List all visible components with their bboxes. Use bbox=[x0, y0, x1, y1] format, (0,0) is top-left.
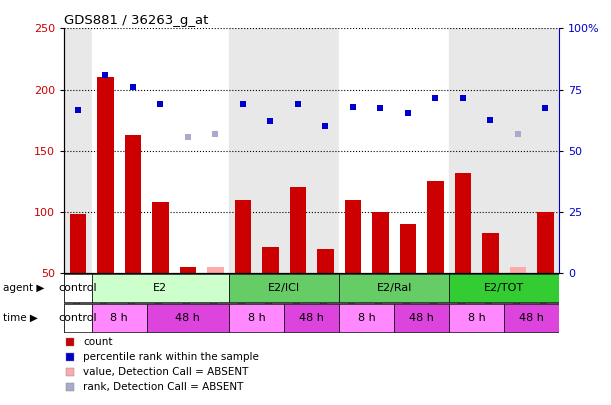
Text: control: control bbox=[59, 313, 97, 323]
Text: value, Detection Call = ABSENT: value, Detection Call = ABSENT bbox=[83, 367, 248, 377]
Bar bbox=[125, 135, 141, 273]
Text: 48 h: 48 h bbox=[175, 313, 200, 323]
Bar bbox=[229, 28, 339, 273]
Bar bbox=[92, 274, 229, 303]
Bar bbox=[152, 202, 169, 273]
Bar bbox=[97, 77, 114, 273]
Bar bbox=[317, 249, 334, 273]
Bar bbox=[147, 304, 229, 333]
Bar bbox=[510, 267, 526, 273]
Bar bbox=[64, 274, 92, 303]
Bar bbox=[235, 200, 251, 273]
Bar bbox=[482, 233, 499, 273]
Bar bbox=[284, 304, 339, 333]
Text: percentile rank within the sample: percentile rank within the sample bbox=[83, 352, 259, 362]
Text: 8 h: 8 h bbox=[467, 313, 486, 323]
Text: E2/TOT: E2/TOT bbox=[484, 283, 524, 293]
Bar bbox=[504, 304, 559, 333]
Text: 8 h: 8 h bbox=[247, 313, 266, 323]
Text: E2: E2 bbox=[153, 283, 167, 293]
Text: E2/Ral: E2/Ral bbox=[376, 283, 412, 293]
Bar bbox=[394, 304, 449, 333]
Text: 48 h: 48 h bbox=[519, 313, 544, 323]
Text: count: count bbox=[83, 337, 112, 347]
Bar bbox=[339, 304, 394, 333]
Bar bbox=[427, 181, 444, 273]
Bar bbox=[262, 247, 279, 273]
Bar bbox=[64, 304, 92, 333]
Bar bbox=[70, 214, 86, 273]
Bar bbox=[455, 173, 471, 273]
Bar bbox=[345, 200, 361, 273]
Bar bbox=[229, 274, 339, 303]
Text: control: control bbox=[59, 283, 97, 293]
Bar bbox=[339, 28, 449, 273]
Bar bbox=[449, 28, 559, 273]
Bar bbox=[92, 28, 229, 273]
Text: 8 h: 8 h bbox=[110, 313, 128, 323]
Text: rank, Detection Call = ABSENT: rank, Detection Call = ABSENT bbox=[83, 382, 243, 392]
Bar bbox=[400, 224, 416, 273]
Bar bbox=[449, 304, 504, 333]
Bar bbox=[64, 28, 92, 273]
Text: E2/ICI: E2/ICI bbox=[268, 283, 300, 293]
Bar bbox=[290, 188, 306, 273]
Bar bbox=[180, 267, 196, 273]
Bar bbox=[449, 274, 559, 303]
Text: 8 h: 8 h bbox=[357, 313, 376, 323]
Bar bbox=[229, 304, 284, 333]
Text: 48 h: 48 h bbox=[299, 313, 324, 323]
Bar bbox=[537, 212, 554, 273]
Text: 48 h: 48 h bbox=[409, 313, 434, 323]
Bar bbox=[207, 267, 224, 273]
Bar bbox=[372, 212, 389, 273]
Text: time ▶: time ▶ bbox=[3, 313, 38, 323]
Bar bbox=[339, 274, 449, 303]
Text: agent ▶: agent ▶ bbox=[3, 283, 45, 293]
Bar bbox=[92, 304, 147, 333]
Text: GDS881 / 36263_g_at: GDS881 / 36263_g_at bbox=[64, 14, 208, 27]
